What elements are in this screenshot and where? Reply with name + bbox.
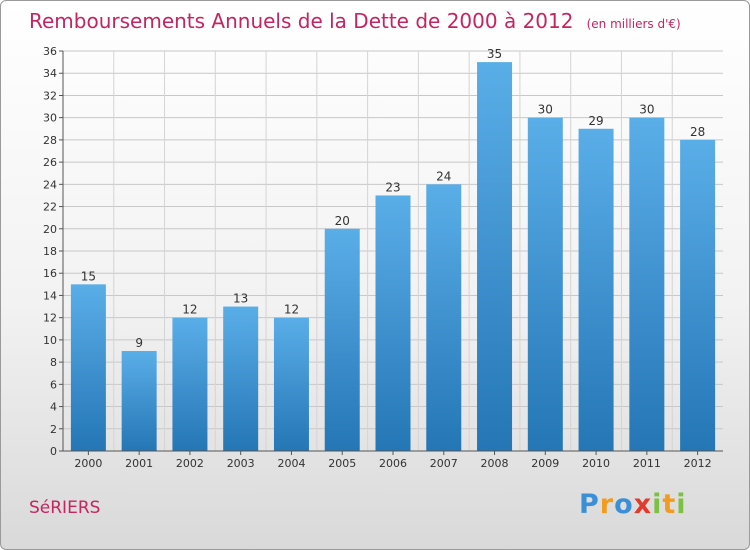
y-tick-label: 24 [43, 178, 57, 191]
data-label: 29 [588, 114, 603, 128]
y-tick-label: 18 [43, 245, 57, 258]
chart-subtitle: (en milliers d'€) [586, 17, 681, 31]
x-tick-label: 2001 [125, 457, 153, 470]
x-tick-label: 2005 [328, 457, 356, 470]
x-tick-label: 2002 [176, 457, 204, 470]
y-tick-label: 16 [43, 267, 57, 280]
bar [477, 62, 513, 451]
data-label: 15 [81, 269, 96, 283]
bar [121, 351, 157, 451]
data-label: 13 [233, 292, 248, 306]
x-tick-label: 2008 [481, 457, 509, 470]
y-tick-label: 28 [43, 134, 57, 147]
y-tick-label: 0 [50, 445, 57, 458]
y-tick-label: 20 [43, 223, 57, 236]
axes [59, 50, 723, 455]
y-tick-label: 14 [43, 289, 57, 302]
y-tick-label: 36 [43, 45, 57, 58]
y-tick-label: 10 [43, 334, 57, 347]
chart-title: Remboursements Annuels de la Dette de 20… [29, 9, 681, 33]
y-tick-label: 2 [50, 423, 57, 436]
x-tick-label: 2007 [430, 457, 458, 470]
data-label: 30 [639, 103, 654, 117]
commune-name: SéRIERS [29, 498, 101, 518]
data-label: 28 [690, 125, 705, 139]
logo-letter: P [579, 489, 600, 520]
y-tick-label: 4 [50, 401, 57, 414]
y-tick-label: 32 [43, 89, 57, 102]
data-label: 20 [335, 214, 350, 228]
proxiti-logo: Proxiti [579, 489, 687, 520]
data-label: 24 [436, 169, 451, 183]
data-label: 9 [135, 336, 143, 350]
bar [629, 117, 665, 452]
x-tick-label: 2004 [277, 457, 305, 470]
y-tick-label: 12 [43, 312, 57, 325]
x-tick-label: 2010 [582, 457, 610, 470]
logo-letter: i [652, 489, 663, 520]
data-label: 12 [182, 303, 197, 317]
labels: 0246810121416182022242628303234361520009… [43, 45, 712, 470]
x-tick-label: 2009 [531, 457, 559, 470]
x-tick-label: 2000 [74, 457, 102, 470]
bar [375, 195, 411, 451]
x-tick-label: 2011 [633, 457, 661, 470]
bar [223, 306, 259, 451]
x-tick-label: 2006 [379, 457, 407, 470]
bar [70, 284, 106, 451]
bar [426, 184, 462, 452]
y-tick-label: 22 [43, 201, 57, 214]
y-tick-label: 34 [43, 67, 57, 80]
bar [527, 117, 563, 452]
logo-letter: r [599, 489, 615, 520]
data-label: 23 [385, 180, 400, 194]
data-label: 35 [487, 47, 502, 61]
bar [172, 317, 208, 451]
bar [273, 317, 309, 451]
data-label: 30 [538, 103, 553, 117]
y-tick-label: 30 [43, 112, 57, 125]
logo-letter: t [662, 489, 677, 520]
logo-letter: o [614, 489, 634, 520]
bars [70, 62, 716, 452]
chart-title-text: Remboursements Annuels de la Dette de 20… [29, 9, 574, 33]
y-tick-label: 26 [43, 156, 57, 169]
bar [680, 139, 716, 451]
x-tick-label: 2003 [227, 457, 255, 470]
data-label: 12 [284, 303, 299, 317]
bar [578, 128, 614, 451]
logo-letter: i [676, 489, 687, 520]
logo-letter: x [633, 489, 653, 520]
bar [324, 228, 360, 451]
y-tick-label: 6 [50, 378, 57, 391]
x-tick-label: 2012 [684, 457, 712, 470]
y-tick-label: 8 [50, 356, 57, 369]
